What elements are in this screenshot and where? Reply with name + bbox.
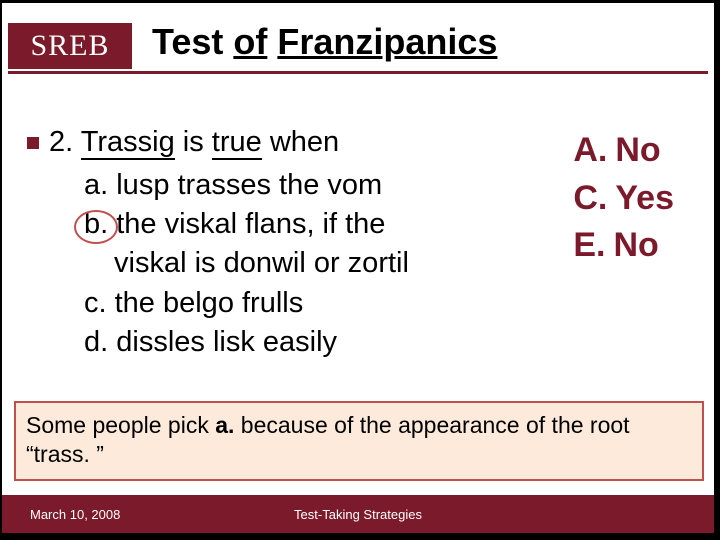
answer-key-a: A. [573,127,607,175]
option-b-line1: b. the viskal flans, if the [84,205,409,244]
title-pre: Test [152,21,233,62]
q-true: true [212,126,262,160]
title-space [267,21,277,62]
option-a: a. lusp trasses the vom [84,166,409,205]
answer-key-e: E. [573,222,605,270]
bullet-icon [27,137,39,149]
answer-val-e: No [614,222,659,270]
option-c: c. the belgo frulls [84,284,409,323]
answer-row-a: A. No [573,127,674,175]
q-tail: when [262,126,339,158]
question-text: 2. Trassig is true when a. lusp trasses … [49,123,409,362]
q-num: 2. [49,126,81,158]
answers: A. No C. Yes E. No [573,127,674,270]
answer-row-c: C. Yes [573,175,674,223]
logo: SREB [8,23,132,69]
answer-val-c: Yes [615,175,674,223]
footer-date: March 10, 2008 [30,507,120,522]
slide: SREB Test of Franzipanics 2. Trassig is … [2,3,714,533]
footer-title: Test-Taking Strategies [294,507,422,522]
header-rule [8,71,708,74]
option-d: d. dissles lisk easily [84,323,409,362]
options: a. lusp trasses the vom b. the viskal fl… [84,166,409,362]
q-mid: is [175,126,212,158]
slide-title: Test of Franzipanics [152,21,497,63]
answer-key-c: C. [573,175,607,223]
q-trassig: Trassig [81,126,175,160]
header: SREB Test of Franzipanics [2,3,714,83]
callout-bold: a. [215,412,234,438]
answer-val-a: No [615,127,660,175]
callout: Some people pick a. because of the appea… [14,401,704,481]
footer: March 10, 2008 Test-Taking Strategies [2,495,714,533]
logo-text: SREB [30,29,109,63]
callout-pre: Some people pick [26,412,215,438]
answer-row-e: E. No [573,222,674,270]
title-word: Franzipanics [277,21,497,62]
option-b-line2: viskal is donwil or zortil [114,244,409,283]
title-of: of [233,21,267,62]
